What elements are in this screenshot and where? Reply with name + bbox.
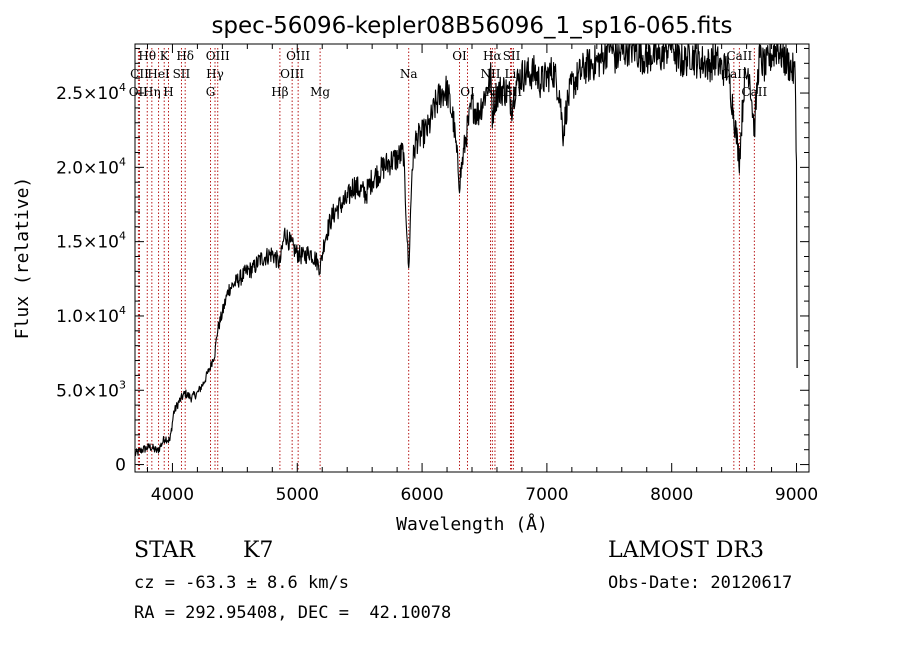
y-tick-mantissa: 1.0×10 (56, 307, 119, 327)
plot-frame (134, 43, 810, 473)
spectral-line-labels: HθOIICIIHηHeIKHSIIHδGOIIIHγHβOIIIOIIIMgN… (129, 49, 768, 99)
y-axis-label: Flux (relative) (12, 177, 33, 340)
spectral-line-label: OI (460, 85, 475, 99)
coordinates: RA = 292.95408, DEC = 42.10078 (134, 603, 452, 623)
spectral-line-markers (137, 48, 755, 472)
spectral-line-label: Na (400, 67, 418, 81)
spectral-line-label: K (160, 49, 170, 63)
spectral-line-label: OIII (206, 49, 230, 63)
spectral-line-label: CaII (721, 67, 747, 81)
spectral-line-label: H (163, 85, 173, 99)
spectral-line-label: OI (452, 49, 467, 63)
x-tick-label: 7000 (525, 485, 568, 505)
spectral-line-label: Hη (143, 85, 161, 99)
spectral-line-label: Hα (483, 49, 502, 63)
spectrum-chart: spec-56096-kepler08B56096_1_sp16-065.fit… (12, 13, 818, 535)
x-tick-label: 5000 (276, 485, 319, 505)
spectral-line-label: CII (130, 67, 149, 81)
spectral-line-label: Li (505, 67, 517, 81)
y-tick-mantissa: 2.5×10 (56, 84, 119, 104)
spectral-line-label: OIII (286, 49, 310, 63)
spectral-line-label: OII (129, 85, 149, 99)
spectral-line-label: G (206, 85, 216, 99)
spectral-line-label: Hθ (138, 49, 156, 63)
x-tick-label: 9000 (775, 485, 818, 505)
y-tick-label: 2.5×104 (56, 81, 126, 104)
spectral-line-label: Mg (310, 85, 330, 99)
spectral-line-label: CaII (741, 85, 767, 99)
x-tick-labels: 4000 5000 6000 7000 8000 9000 (151, 485, 818, 505)
y-tick-exponent: 4 (119, 230, 126, 243)
y-tick-label: 5.0×103 (56, 378, 126, 401)
y-tick-mantissa: 1.5×10 (56, 233, 119, 253)
spectral-line-label: HeI (147, 67, 170, 81)
x-tick-label: 4000 (151, 485, 194, 505)
y-tick-label: 2.0×104 (56, 155, 126, 178)
x-axis-label: Wavelength (Å) (396, 513, 548, 535)
spectral-line-label: Hγ (206, 67, 224, 81)
y-tick-exponent: 4 (119, 155, 126, 168)
spectral-line-label: OIII (280, 67, 304, 81)
spectral-line-label: CaII (726, 49, 752, 63)
redshift-velocity: cz = -63.3 ± 8.6 km/s (134, 573, 349, 593)
spectral-line-label: SII (173, 67, 191, 81)
y-tick-label: 1.0×104 (56, 304, 126, 327)
axis-ticks (135, 44, 809, 472)
y-tick-exponent: 4 (119, 304, 126, 317)
spectrum-line (134, 43, 798, 457)
y-tick-mantissa: 5.0×10 (56, 381, 119, 401)
spectral-line-label: Hδ (176, 49, 194, 63)
y-tick-exponent: 4 (119, 81, 126, 94)
observation-date: Obs-Date: 20120617 (608, 573, 793, 593)
x-tick-label: 8000 (650, 485, 693, 505)
y-tick-exponent: 3 (119, 378, 126, 391)
chart-title: spec-56096-kepler08B56096_1_sp16-065.fit… (211, 13, 732, 39)
y-tick-label: 1.5×104 (56, 230, 126, 253)
spectral-line-label: Hβ (271, 85, 288, 99)
x-tick-label: 6000 (400, 485, 443, 505)
spectral-line-label: NII (485, 85, 505, 99)
y-tick-mantissa: 2.0×10 (56, 158, 119, 178)
spectral-line-label: SII (504, 85, 522, 99)
y-tick-label: 0 (115, 456, 126, 476)
y-tick-mantissa: 0 (115, 456, 126, 476)
survey-name: LAMOST DR3 (608, 538, 764, 563)
spectral-line-label: SII (503, 49, 521, 63)
spectral-line-label: NII (480, 67, 500, 81)
object-class: STAR (134, 538, 195, 563)
object-subclass: K7 (243, 538, 274, 563)
